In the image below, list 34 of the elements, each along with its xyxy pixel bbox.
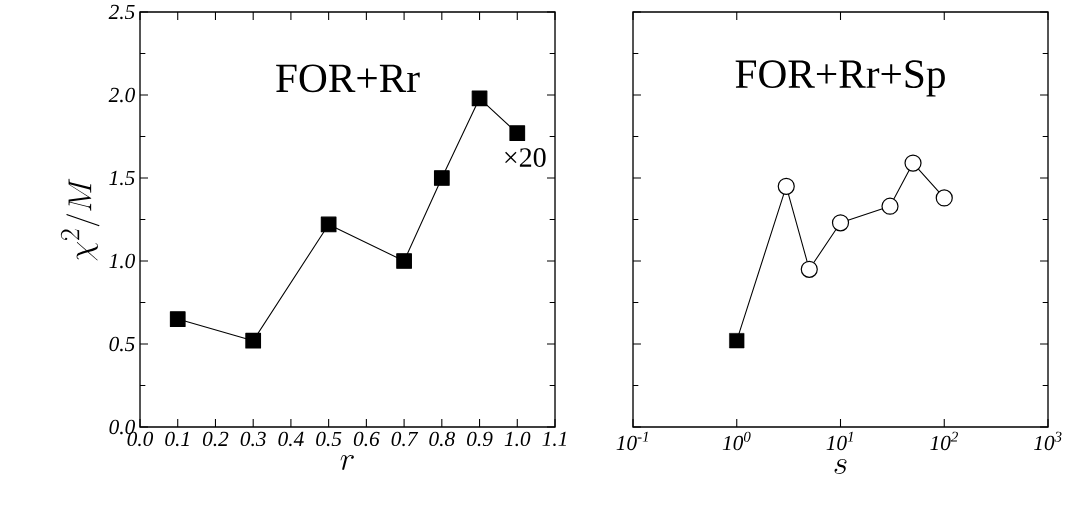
point <box>169 311 186 327</box>
point <box>396 253 412 269</box>
x-tick-label: 0.6 <box>353 431 380 447</box>
x-tick-label: 10$^{0}$ <box>722 431 751 451</box>
x-tick-label: 10$^{-1}$ <box>616 431 648 451</box>
x-tick-label: 10$^{2}$ <box>930 431 958 451</box>
x-axis-title: $r$ <box>340 455 354 470</box>
x-tick-label: 0.3 <box>240 431 266 447</box>
annotation: ×20 <box>505 148 546 168</box>
point <box>471 90 488 107</box>
point <box>509 125 526 142</box>
x-tick-label: 0.5 <box>316 431 342 447</box>
y-axis-title: $\chi^2/M$ <box>60 178 100 261</box>
point <box>245 332 262 349</box>
x-tick-label: 0.4 <box>278 431 304 447</box>
x-tick-label: 0.7 <box>391 431 419 447</box>
x-tick-label: 0.2 <box>202 431 229 447</box>
y-tick-label: 0.5 <box>109 336 135 352</box>
x-tick-label: 1.0 <box>504 431 531 447</box>
y-tick-label: 1.0 <box>109 253 136 269</box>
point <box>433 170 450 186</box>
x-tick-label: 10$^{1}$ <box>826 431 853 451</box>
x-tick-label: 10$^{3}$ <box>1034 431 1062 451</box>
text: FOR+Rr+Sp <box>735 60 945 97</box>
x-tick-label: 0.9 <box>467 431 493 447</box>
x-tick-label: 0.8 <box>429 431 455 447</box>
x-tick-label: 0.1 <box>165 431 189 447</box>
y-tick-label: 2.0 <box>108 87 136 103</box>
y-tick-label: 1.5 <box>109 170 135 186</box>
y-tick-label: 2.5 <box>108 4 135 20</box>
text: FOR+Rr <box>276 64 420 93</box>
x-axis-title: $s$ <box>834 459 847 474</box>
x-tick-label: 1.1 <box>542 431 567 447</box>
point <box>320 216 337 233</box>
